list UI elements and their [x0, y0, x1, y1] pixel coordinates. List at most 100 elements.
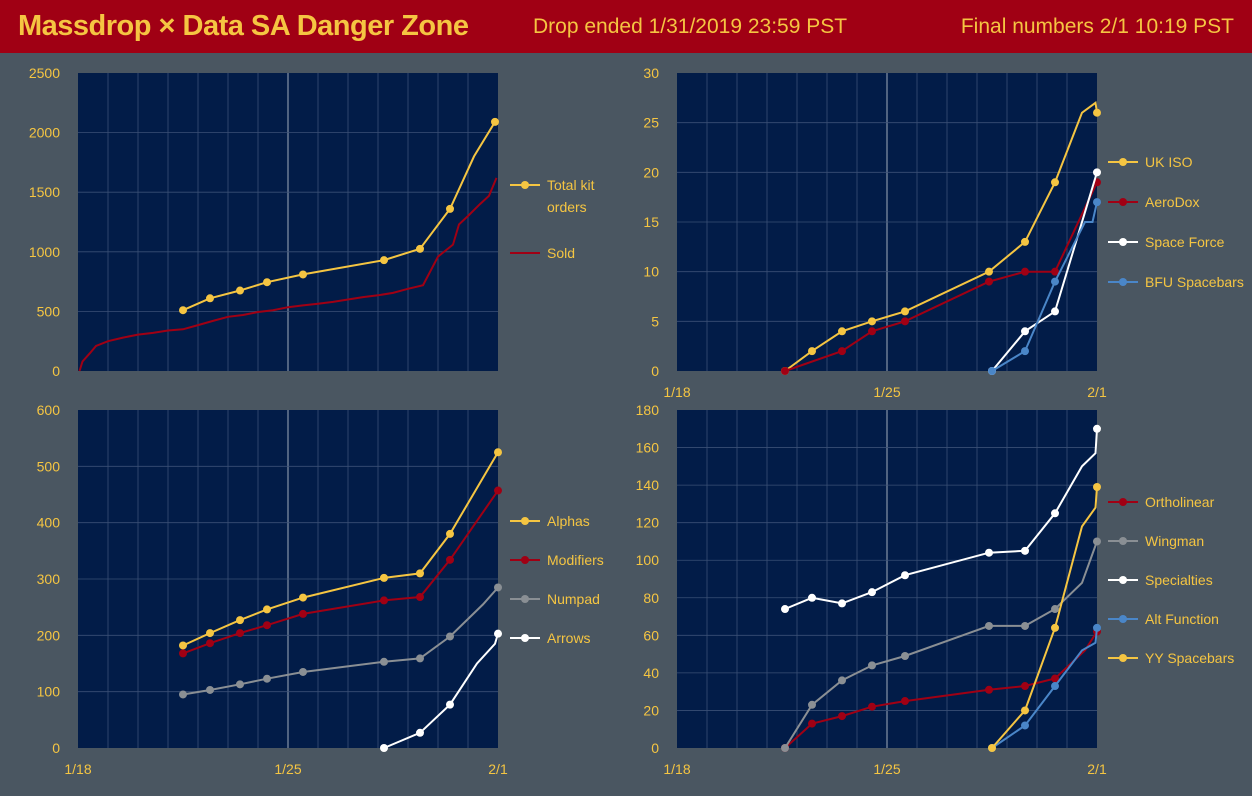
legend-label: AeroDox: [1145, 194, 1199, 210]
series-line: [991, 486, 1098, 749]
series-line: [991, 201, 1098, 372]
data-point: [1021, 267, 1029, 276]
series-aerodox: [781, 178, 1101, 375]
x-tick-label: 1/25: [873, 384, 900, 400]
series-line: [991, 627, 1098, 749]
data-point: [1051, 307, 1059, 316]
y-tick-label: 400: [37, 515, 61, 531]
series-bfu-spacebars: [988, 198, 1101, 375]
data-point: [1021, 682, 1029, 691]
chart-panel-1: 0 500 1000 1500 2000 2500 Total kit orders Sold: [29, 65, 595, 379]
legend-label: Ortholinear: [1145, 494, 1215, 510]
data-point: [416, 569, 424, 578]
data-point: [179, 649, 187, 658]
data-point: [446, 204, 454, 213]
x-tick-label: 1/18: [663, 384, 690, 400]
data-point: [416, 244, 424, 253]
y-tick-label: 140: [636, 477, 660, 493]
data-point: [236, 680, 244, 689]
data-point: [179, 641, 187, 650]
data-point: [1051, 267, 1059, 276]
data-point: [901, 651, 909, 660]
legend-swatch-marker: [1119, 238, 1127, 246]
data-point: [781, 744, 789, 752]
legend-entry: Modifiers: [510, 552, 604, 568]
data-point: [263, 621, 271, 630]
legend-swatch-marker: [521, 556, 529, 564]
data-point: [868, 317, 876, 326]
data-point: [206, 294, 214, 303]
data-point: [808, 593, 816, 602]
legend-swatch-marker: [521, 595, 529, 603]
data-point: [263, 605, 271, 614]
legend-swatch-marker: [521, 634, 529, 642]
y-tick-label: 300: [37, 571, 61, 587]
data-point: [1051, 674, 1059, 683]
y-tick-label: 30: [643, 65, 659, 81]
data-point: [1021, 327, 1029, 336]
legend-label: Alt Function: [1145, 611, 1219, 627]
legend-entry: Space Force: [1108, 234, 1225, 250]
data-point: [263, 278, 271, 287]
x-tick-label: 1/18: [663, 761, 690, 777]
x-tick-label: 1/25: [274, 761, 301, 777]
data-point: [1021, 721, 1029, 730]
legend-entry: Alt Function: [1108, 611, 1219, 627]
header-bar: Massdrop × Data SA Danger Zone Drop ende…: [0, 0, 1252, 53]
data-point: [985, 277, 993, 286]
data-point: [838, 327, 846, 336]
y-tick-label: 200: [37, 627, 61, 643]
legend-entry: YY Spacebars: [1108, 650, 1234, 666]
series-line: [383, 633, 499, 749]
series-line: [784, 181, 1098, 372]
legend-label: Total kit orders: [547, 177, 595, 215]
data-point: [494, 583, 502, 592]
legend-entry: Specialties: [1108, 572, 1213, 588]
legend-label: UK ISO: [1145, 154, 1193, 170]
y-tick-label: 500: [37, 303, 61, 319]
series-total-kit-orders: [179, 117, 499, 315]
data-point: [838, 599, 846, 608]
y-tick-label: 0: [651, 363, 659, 379]
legend-swatch-marker: [1119, 615, 1127, 623]
dashboard-title: Massdrop × Data SA Danger Zone: [18, 10, 469, 42]
chart-panel-2: 0 5 10 15 20 25 30 1/18 1/25 2/1 UK ISO AeroDox Spac…: [643, 65, 1243, 400]
data-point: [985, 548, 993, 557]
y-tick-label: 500: [37, 458, 61, 474]
y-tick-label: 25: [643, 115, 659, 131]
y-tick-label: 5: [651, 313, 659, 329]
data-point: [1093, 623, 1101, 632]
data-point: [299, 593, 307, 602]
y-tick-label: 1500: [29, 184, 60, 200]
series-yy-spacebars: [988, 482, 1101, 752]
data-point: [380, 744, 388, 752]
data-point: [494, 448, 502, 457]
data-point: [1021, 237, 1029, 246]
data-point: [1093, 424, 1101, 433]
y-tick-label: 1000: [29, 244, 60, 260]
data-point: [1051, 509, 1059, 518]
data-point: [446, 632, 454, 641]
data-point: [1051, 623, 1059, 632]
legend-entry: Sold: [510, 245, 575, 261]
data-point: [416, 593, 424, 602]
data-point: [206, 685, 214, 694]
data-point: [1093, 198, 1101, 207]
data-point: [299, 609, 307, 618]
x-tick-label: 2/1: [488, 761, 508, 777]
data-point: [868, 327, 876, 336]
data-point: [868, 702, 876, 711]
legend-swatch-marker: [521, 181, 529, 189]
data-point: [838, 712, 846, 721]
data-point: [416, 654, 424, 663]
legend-entry: AeroDox: [1108, 194, 1199, 210]
data-point: [901, 571, 909, 580]
data-point: [236, 616, 244, 625]
y-tick-label: 20: [643, 164, 659, 180]
y-tick-label: 0: [651, 740, 659, 756]
data-point: [838, 676, 846, 685]
data-point: [985, 621, 993, 630]
series-arrows: [380, 629, 502, 752]
data-point: [901, 307, 909, 316]
data-point: [1051, 605, 1059, 614]
